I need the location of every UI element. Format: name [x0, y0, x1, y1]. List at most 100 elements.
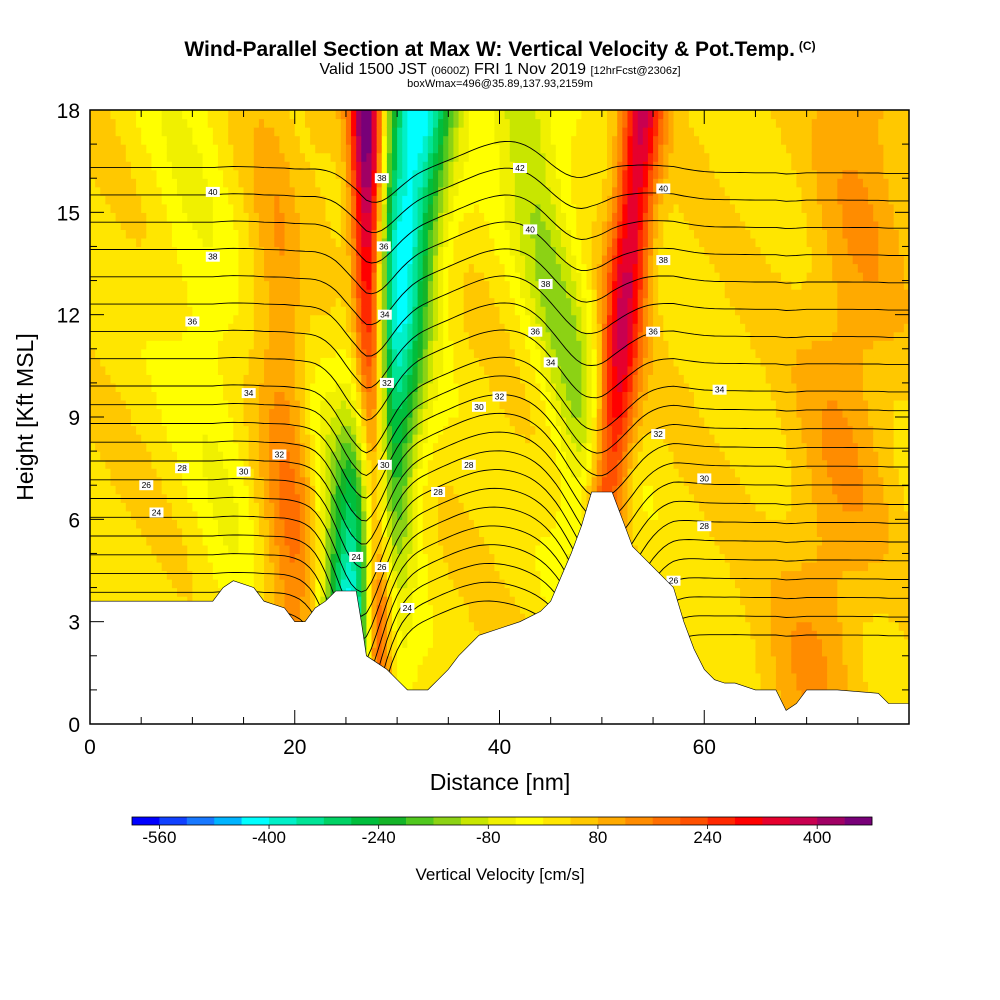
- velocity-cell: [448, 297, 455, 307]
- velocity-cell: [258, 408, 265, 418]
- velocity-cell: [182, 331, 188, 341]
- velocity-cell: [197, 417, 204, 427]
- velocity-cell: [120, 280, 127, 290]
- velocity-cell: [453, 331, 460, 341]
- velocity-cell: [473, 544, 480, 555]
- velocity-cell: [499, 451, 506, 461]
- velocity-cell: [90, 110, 96, 120]
- velocity-cell: [397, 519, 403, 529]
- velocity-cell: [192, 596, 199, 606]
- velocity-cell: [202, 417, 209, 427]
- velocity-cell: [279, 357, 286, 367]
- velocity-cell: [330, 289, 337, 299]
- velocity-cell: [177, 220, 183, 230]
- velocity-cell: [105, 417, 112, 427]
- velocity-cell: [207, 553, 214, 563]
- velocity-cell: [371, 220, 378, 230]
- velocity-cell: [351, 254, 357, 265]
- velocity-cell: [243, 561, 250, 572]
- velocity-cell: [95, 459, 101, 469]
- velocity-cell: [207, 306, 214, 316]
- velocity-cell: [279, 596, 286, 606]
- velocity-cell: [325, 323, 332, 333]
- velocity-cell: [110, 561, 117, 572]
- velocity-cell: [299, 331, 306, 341]
- velocity-cell: [376, 613, 383, 623]
- velocity-cell: [166, 468, 173, 478]
- velocity-cell: [407, 203, 414, 213]
- velocity-cell: [422, 502, 429, 512]
- velocity-cell: [258, 485, 265, 495]
- velocity-cell: [120, 391, 127, 401]
- velocity-cell: [402, 357, 408, 367]
- velocity-cell: [381, 655, 388, 665]
- velocity-cell: [161, 203, 168, 213]
- velocity-cell: [479, 127, 485, 137]
- velocity-cell: [438, 570, 444, 580]
- velocity-cell: [463, 425, 470, 435]
- velocity-cell: [304, 306, 311, 316]
- velocity-cell: [299, 519, 306, 529]
- velocity-cell: [386, 348, 393, 358]
- velocity-cell: [299, 570, 306, 580]
- velocity-cell: [217, 425, 224, 435]
- velocity-cell: [202, 579, 209, 589]
- velocity-cell: [392, 519, 398, 529]
- velocity-cell: [223, 510, 229, 520]
- velocity-cell: [438, 399, 444, 410]
- velocity-cell: [146, 127, 153, 137]
- velocity-cell: [330, 502, 337, 512]
- velocity-cell: [130, 451, 137, 461]
- velocity-cell: [100, 169, 106, 179]
- velocity-cell: [258, 502, 265, 512]
- velocity-cell: [202, 220, 209, 230]
- velocity-cell: [345, 195, 352, 205]
- velocity-cell: [141, 331, 147, 341]
- velocity-cell: [458, 263, 465, 273]
- velocity-cell: [274, 596, 280, 606]
- velocity-cell: [427, 178, 434, 188]
- velocity-cell: [294, 118, 301, 128]
- velocity-cell: [289, 365, 296, 375]
- velocity-cell: [330, 195, 337, 205]
- velocity-cell: [335, 237, 342, 248]
- velocity-cell: [315, 468, 321, 478]
- velocity-cell: [315, 272, 321, 282]
- velocity-cell: [182, 118, 188, 128]
- velocity-cell: [228, 493, 234, 503]
- velocity-cell: [330, 425, 337, 435]
- velocity-cell: [90, 536, 96, 546]
- velocity-cell: [335, 502, 342, 512]
- velocity-cell: [407, 587, 414, 597]
- velocity-cell: [248, 340, 255, 350]
- velocity-cell: [468, 161, 475, 171]
- velocity-cell: [468, 323, 475, 333]
- velocity-cell: [258, 417, 265, 427]
- velocity-cell: [238, 323, 245, 333]
- velocity-cell: [90, 254, 96, 265]
- velocity-cell: [473, 408, 480, 418]
- velocity-cell: [299, 220, 306, 230]
- velocity-cell: [376, 604, 383, 614]
- velocity-cell: [187, 434, 193, 444]
- velocity-cell: [166, 195, 173, 205]
- velocity-cell: [258, 246, 265, 256]
- velocity-cell: [212, 289, 219, 299]
- velocity-cell: [90, 306, 96, 316]
- velocity-cell: [125, 391, 132, 401]
- velocity-cell: [438, 331, 444, 341]
- velocity-cell: [376, 382, 383, 393]
- velocity-cell: [366, 374, 373, 384]
- velocity-cell: [320, 382, 327, 393]
- velocity-cell: [130, 476, 137, 486]
- velocity-cell: [130, 254, 137, 265]
- velocity-cell: [233, 127, 240, 137]
- velocity-cell: [161, 382, 168, 393]
- velocity-cell: [253, 161, 260, 171]
- velocity-cell: [182, 323, 188, 333]
- velocity-cell: [473, 451, 480, 461]
- velocity-cell: [182, 391, 188, 401]
- velocity-cell: [463, 561, 470, 572]
- velocity-cell: [320, 527, 327, 537]
- velocity-cell: [494, 195, 501, 205]
